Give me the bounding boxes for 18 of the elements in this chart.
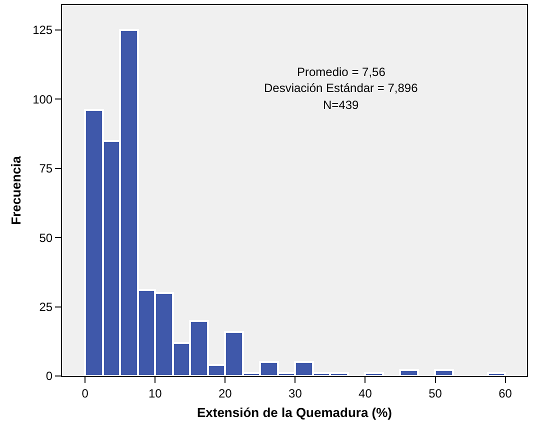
x-tick-label: 10 (148, 386, 162, 400)
x-tick-label: 20 (218, 386, 232, 400)
annotation: Promedio = 7,56 (297, 65, 386, 79)
annotation: Desviación Estándar = 7,896 (264, 81, 418, 95)
y-tick-label: 0 (46, 369, 53, 384)
y-tick-label: 100 (32, 92, 53, 106)
x-tick-label: 40 (358, 386, 372, 400)
y-axis-title: Frecuencia (8, 155, 24, 225)
annotation: N=439 (323, 98, 360, 112)
x-tick-label: 50 (428, 386, 442, 400)
x-tick-label: 60 (498, 386, 512, 400)
x-tick-label: 0 (82, 386, 89, 400)
y-tick-label: 125 (32, 23, 53, 38)
y-tick-label: 50 (39, 230, 53, 245)
x-axis-title: Extensión de la Quemadura (%) (196, 405, 392, 420)
y-tick-label: 75 (39, 162, 53, 176)
y-tick-label: 25 (39, 300, 53, 314)
x-tick-label: 30 (288, 386, 302, 400)
